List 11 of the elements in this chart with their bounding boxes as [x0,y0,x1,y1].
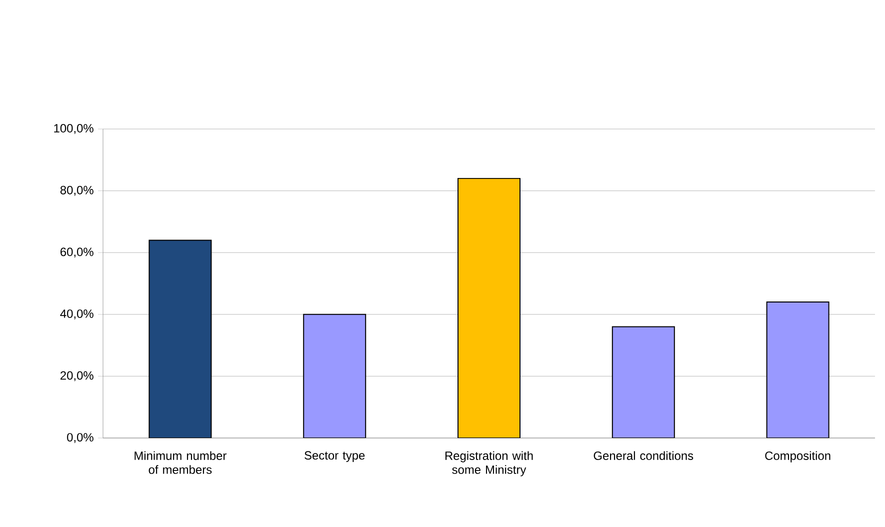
x-tick-label: Composition [765,451,830,462]
x-tick-label: General conditions [594,451,694,460]
y-tick-label: 60,0% [60,248,94,258]
y-tick-label: 20,0% [60,371,94,382]
y-tick-label: 100,0% [54,124,94,134]
x-tick-label: Registration with some Ministry [445,451,533,476]
x-tick-label: Sector type [304,451,365,462]
y-tick-label: 40,0% [60,309,94,320]
y-tick-label: 0,0% [67,433,94,443]
y-tick-label: 80,0% [60,186,94,196]
x-tick-label: Minimum number of members [134,451,226,474]
